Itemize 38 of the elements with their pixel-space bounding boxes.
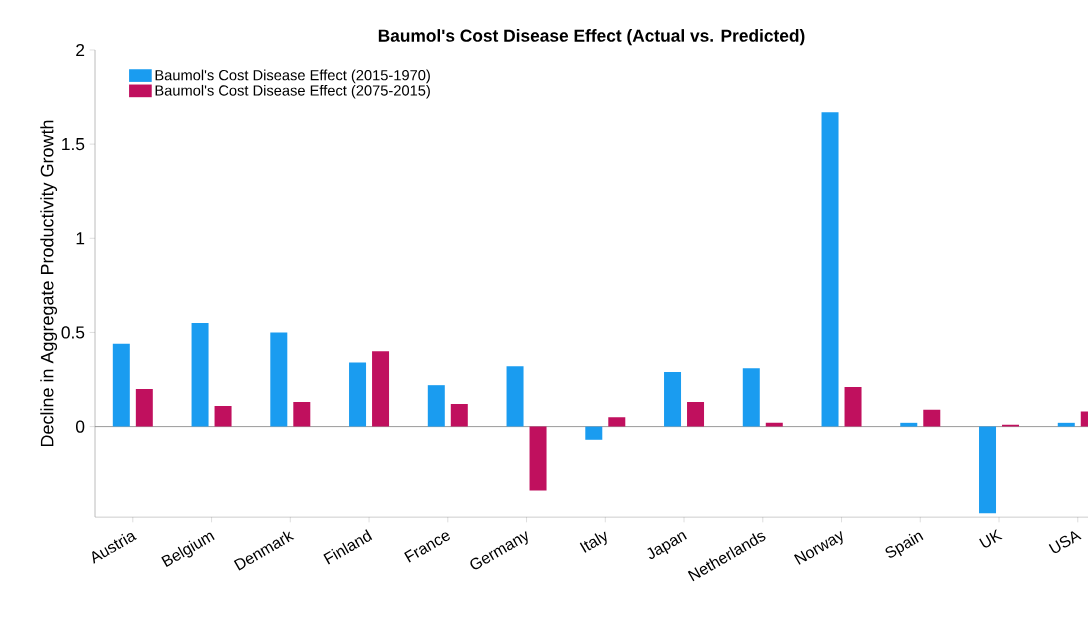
bar [1057,422,1075,427]
y-tick-label: 0.5 [61,326,85,339]
x-tick-label: Italy [579,531,607,553]
bar [191,323,209,427]
y-tick-label: 2 [76,43,85,57]
bar [608,417,626,427]
bar [923,409,941,427]
x-tick-label: Japan [647,532,687,559]
bar [687,402,705,427]
bar [112,343,130,427]
y-axis-title: Decline in Aggregate Productivity Growth [40,120,58,447]
x-tick-label: Spain [885,532,924,558]
bar [664,371,682,427]
x-tick-label: UK [979,529,1003,548]
bar [349,362,367,427]
bar [900,422,918,427]
bar [979,426,997,514]
bar [293,402,311,427]
bar [427,385,445,427]
chart-title: Baumol's Cost Disease Effect (Actual vs. Predicted) [378,29,805,46]
bar [529,426,547,491]
bar [821,112,839,427]
legend-label: Baumol's Cost Disease Effect (2075-2015) [155,84,430,99]
bar [585,426,603,440]
y-tick-label: 0 [75,420,85,433]
y-tick-label: 1.5 [62,138,85,151]
bar [214,405,232,427]
bar [135,388,153,427]
bar [506,366,524,427]
bar [765,422,783,427]
bar [372,351,390,427]
bar [844,387,862,427]
bar [742,368,760,427]
bar [270,332,288,427]
y-tick-label: 1 [76,232,85,245]
bar [450,404,468,427]
legend-label: Baumol's Cost Disease Effect (2015-1970) [155,69,430,84]
x-tick-label: USA [1048,531,1082,553]
